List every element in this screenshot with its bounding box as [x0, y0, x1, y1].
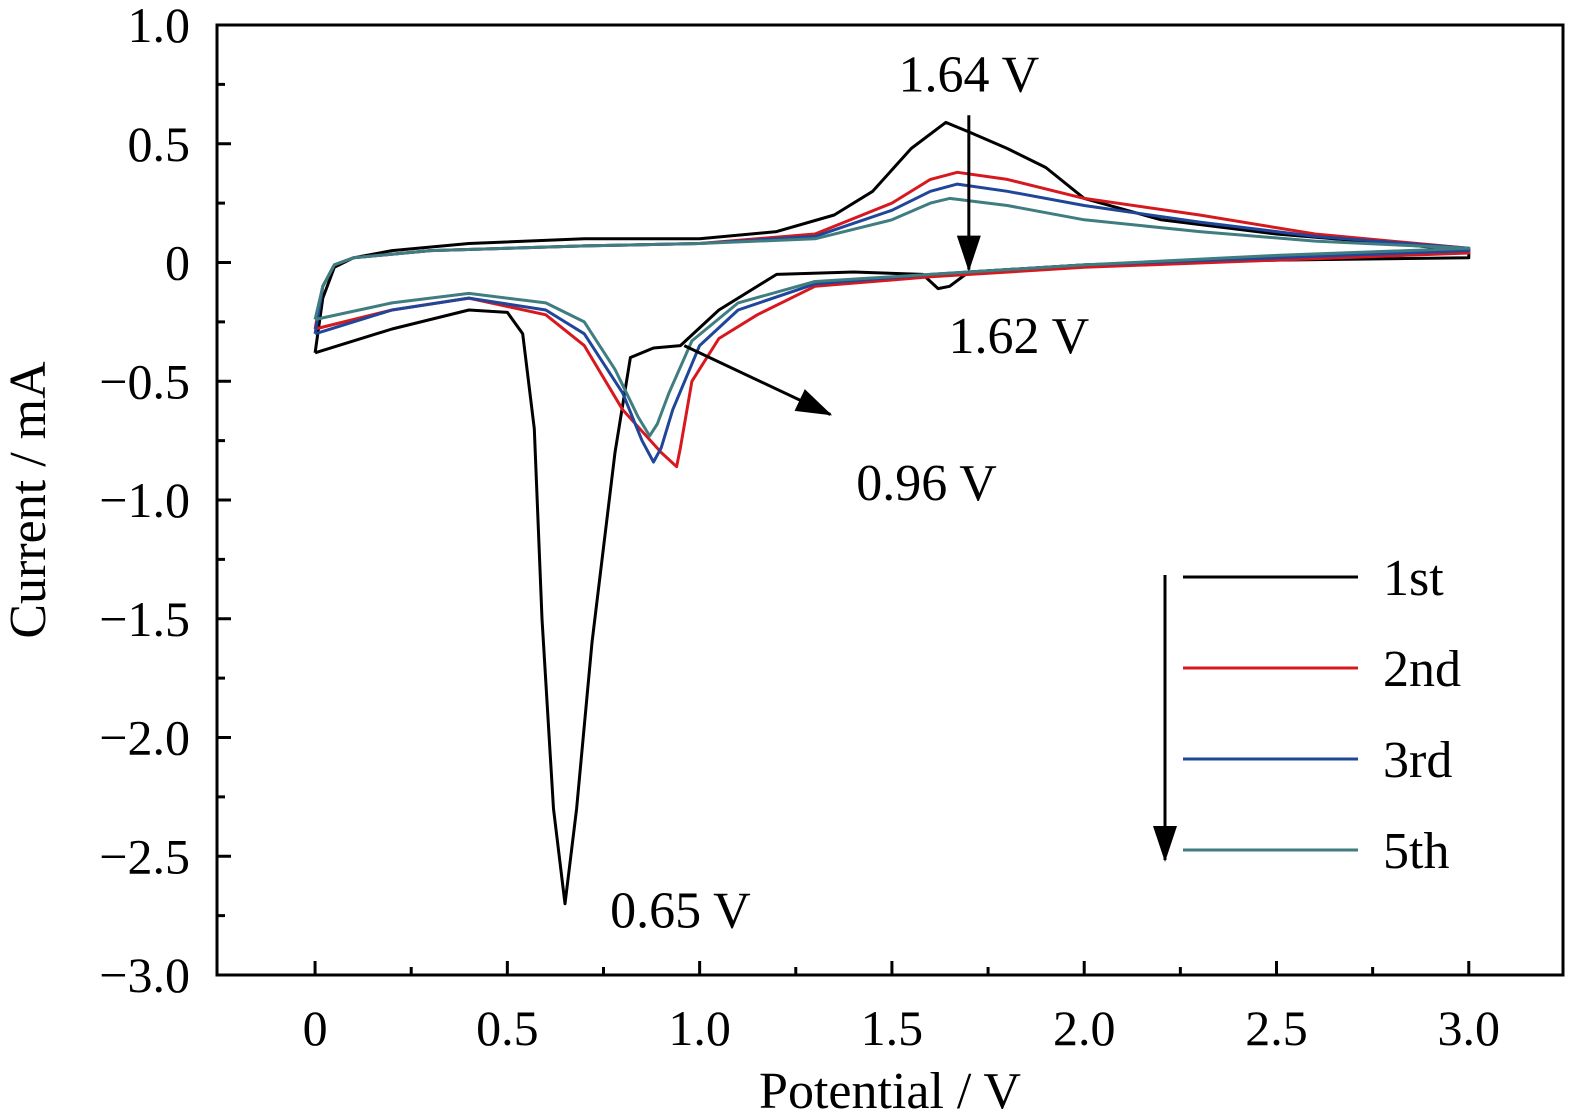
y-tick-label: −0.5 [99, 353, 190, 409]
legend-label: 1st [1383, 550, 1444, 607]
y-tick-label: 1.0 [128, 0, 191, 53]
annotation-arrow [683, 344, 833, 416]
peak-annotation: 1.62 V [949, 308, 1090, 365]
x-tick-label: 0.5 [476, 1000, 539, 1056]
y-tick-label: −1.5 [99, 591, 190, 647]
x-tick-label: 1.0 [668, 1000, 731, 1056]
y-tick-label: −2.0 [99, 710, 190, 766]
x-tick-label: 0 [303, 1000, 328, 1056]
peak-annotation: 0.65 V [610, 883, 751, 940]
legend-label: 5th [1383, 823, 1449, 880]
series-line-2nd [313, 170, 1471, 469]
legend: 1st 2nd 3rd 5th [1153, 550, 1461, 880]
x-tick-label: 2.0 [1053, 1000, 1116, 1056]
y-tick-label: 0.5 [128, 116, 191, 172]
x-tick-label: 3.0 [1438, 1000, 1501, 1056]
y-tick-label: −3.0 [99, 947, 190, 1003]
series-lines [313, 120, 1471, 906]
series-line-5th [313, 196, 1471, 438]
series-line-3rd [313, 182, 1471, 464]
x-tick-label: 2.5 [1245, 1000, 1308, 1056]
y-tick-label: −1.0 [99, 472, 190, 528]
axis-ticks: 0 0.5 1.0 1.5 2.0 2.5 3.0 1.0 0.5 0 −0.5 −1.0 −1.5 −2… [99, 0, 1500, 1056]
y-tick-label: −2.5 [99, 828, 190, 884]
peak-annotation: 1.64 V [899, 47, 1040, 104]
y-axis-title: Current / mA [0, 361, 57, 639]
annotations: 1.64 V 1.62 V 0.96 V 0.65 V [610, 47, 1089, 940]
x-tick-label: 1.5 [861, 1000, 924, 1056]
peak-annotation: 0.96 V [856, 455, 997, 512]
x-axis-title: Potential / V [759, 1063, 1021, 1116]
legend-label: 3rd [1383, 732, 1452, 789]
legend-label: 2nd [1383, 641, 1461, 698]
y-tick-label: 0 [165, 235, 190, 291]
